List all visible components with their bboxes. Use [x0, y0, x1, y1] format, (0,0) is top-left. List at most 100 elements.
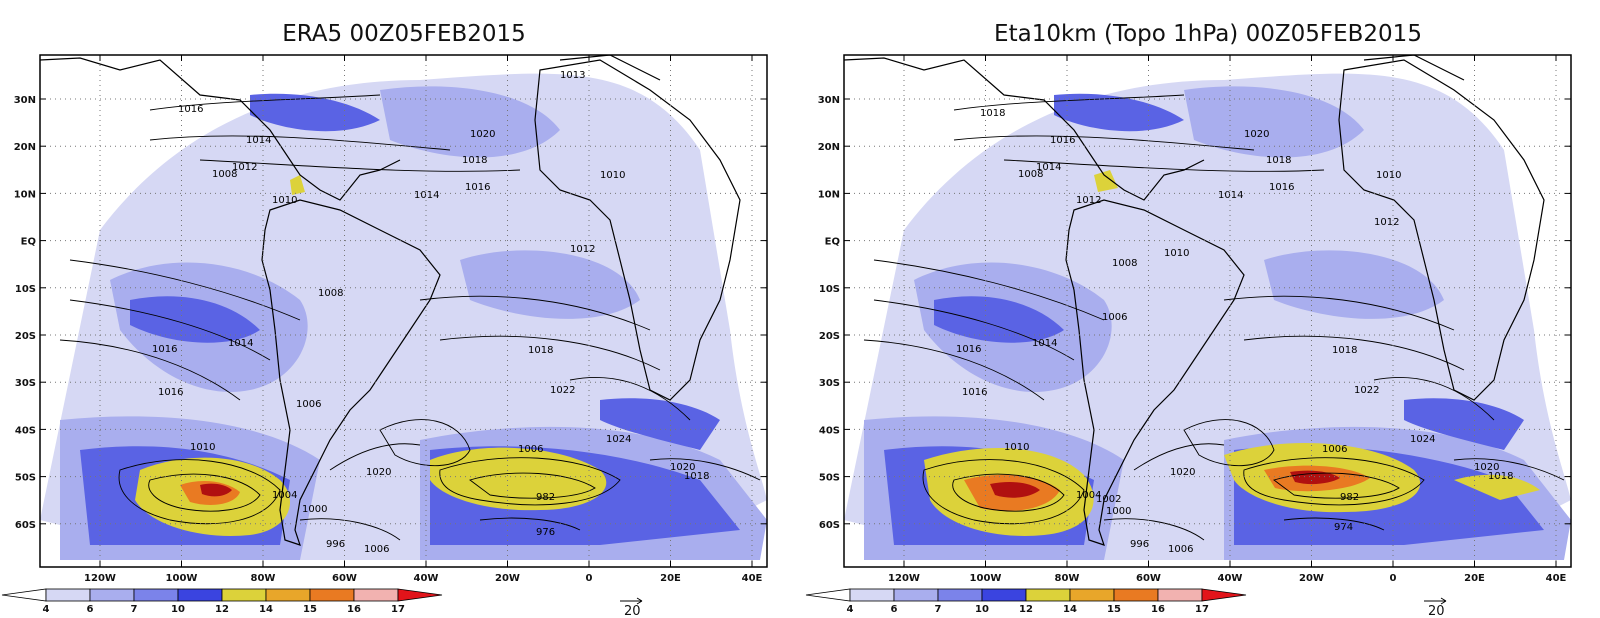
isobar-label: 1010	[1164, 248, 1189, 259]
north-america-coast	[40, 57, 401, 201]
colorbar-tick-label: 15	[1107, 604, 1121, 615]
lon-label: 0	[586, 573, 593, 584]
colorbar-segment	[177, 588, 223, 602]
colorbar-segment	[353, 588, 399, 602]
colorbar-segment	[981, 588, 1027, 602]
colorbar-segment	[1201, 588, 1247, 602]
isobar-label: 1016	[152, 344, 177, 355]
panel-right-vector-reference: 20	[1424, 597, 1447, 618]
isobar-label: 976	[536, 527, 555, 538]
vector-reference-arrowhead	[1440, 597, 1447, 605]
colorbar-tick-label: 15	[303, 604, 317, 615]
colorbar-tick-label: 10	[975, 604, 989, 615]
isobar-label: 1016	[1269, 182, 1294, 193]
isobar-label: 1020	[1474, 462, 1499, 473]
isobars	[863, 94, 1565, 541]
vector-reference-label: 20	[1428, 604, 1445, 618]
lat-label: 30S	[15, 378, 36, 389]
isobar-label: 1004	[272, 490, 297, 501]
isobar-label: 1006	[1322, 444, 1347, 455]
lat-label: 20S	[819, 331, 840, 342]
lon-label: 40W	[1218, 573, 1243, 584]
panel-right-grid	[844, 55, 1571, 567]
isobar-label: 1020	[1170, 467, 1195, 478]
isobars	[59, 94, 761, 541]
colorbar-tick-label: 16	[1151, 604, 1165, 615]
lon-label: 80W	[251, 573, 276, 584]
colorbar-tick-label: 17	[391, 604, 405, 615]
colorbar-segment	[849, 588, 895, 602]
lon-label: 100W	[166, 573, 198, 584]
south-america-coast	[1065, 199, 1245, 546]
lon-label: 40W	[414, 573, 439, 584]
isobar-label: 1022	[1354, 385, 1379, 396]
colorbar-segment	[133, 588, 179, 602]
lat-label: 40S	[15, 425, 36, 436]
isobar-labels-right: 1018 1016 1014 1012 1010 1008 1020 1018 …	[956, 108, 1513, 555]
isobar-label: 1018	[528, 345, 553, 356]
isobar-label: 1008	[318, 288, 343, 299]
wind-shading-orange	[964, 465, 1370, 511]
panel-left-field: 1016 1014 1012 1010 1008 1020 1018 1016 …	[40, 55, 767, 561]
lat-label: 10N	[14, 189, 36, 200]
isobar-label: 1008	[1018, 169, 1043, 180]
isobar-label: 1010	[190, 442, 215, 453]
isobar-label: 1022	[550, 385, 575, 396]
panel-left-frame	[39, 54, 768, 568]
isobar-label: 974	[1334, 522, 1353, 533]
lat-label: 30N	[818, 95, 840, 106]
colorbar-tick-label: 14	[259, 604, 273, 615]
isobar-label: 1012	[232, 162, 257, 173]
panel-right-title: Eta10km (Topo 1hPa) 00Z05FEB2015	[994, 21, 1422, 47]
isobar-label: 1000	[1106, 506, 1131, 517]
isobar-label: 1010	[272, 195, 297, 206]
isobar-label: 1008	[212, 169, 237, 180]
isobar-label: 1016	[465, 182, 490, 193]
colorbar-segment	[1025, 588, 1071, 602]
lat-label: 60S	[15, 520, 36, 531]
isobar-label: 1016	[178, 104, 203, 115]
wind-shading-red	[990, 470, 1340, 498]
colorbar-segment	[397, 588, 443, 602]
europe-coast	[1363, 55, 1465, 81]
isobar-label: 1013	[560, 70, 585, 81]
colorbar-tick-label: 7	[131, 604, 138, 615]
colorbar-tick-label: 10	[171, 604, 185, 615]
colorbar-segment	[221, 588, 267, 602]
wind-shading-yellow	[135, 175, 607, 536]
colorbar-segment	[805, 588, 851, 602]
isobar-label: 1004	[1076, 490, 1101, 501]
isobar-label: 996	[326, 539, 345, 550]
vector-reference-arrowhead	[636, 597, 643, 605]
colorbar-segment	[893, 588, 939, 602]
lat-label: 50S	[15, 473, 36, 484]
isobar-label: 1014	[1218, 190, 1243, 201]
isobar-label: 1006	[1168, 544, 1193, 555]
lon-label: 20W	[1299, 573, 1324, 584]
isobar-label: 1014	[1032, 338, 1057, 349]
isobar-label: 996	[1130, 539, 1149, 550]
isobar-label: 982	[536, 492, 555, 503]
lat-label: 10S	[819, 284, 840, 295]
lon-label: 20W	[495, 573, 520, 584]
isobar-label: 1014	[1036, 162, 1061, 173]
north-america-coast	[844, 57, 1205, 201]
colorbar-segment	[265, 588, 311, 602]
lat-label: 60S	[819, 520, 840, 531]
lat-label: 20N	[14, 142, 36, 153]
wind-shading-medium	[864, 86, 1571, 561]
colorbar-tick-label: 16	[347, 604, 361, 615]
panel-left-colorbar: 4 6 7 10 12 14 15 16 17	[1, 588, 443, 615]
isobar-label: 1018	[684, 471, 709, 482]
isobar-label: 1000	[302, 504, 327, 515]
isobar-label: 1006	[364, 544, 389, 555]
isobar-label: 1020	[1244, 129, 1269, 140]
isobar-label: 1010	[600, 170, 625, 181]
colorbar-segment	[1157, 588, 1203, 602]
colorbar-tick-label: 6	[891, 604, 898, 615]
isobar-label: 1014	[414, 190, 439, 201]
isobar-label: 1018	[980, 108, 1005, 119]
lat-label: 40S	[819, 425, 840, 436]
lat-label: 20N	[818, 142, 840, 153]
isobar-label: 1024	[1410, 434, 1435, 445]
